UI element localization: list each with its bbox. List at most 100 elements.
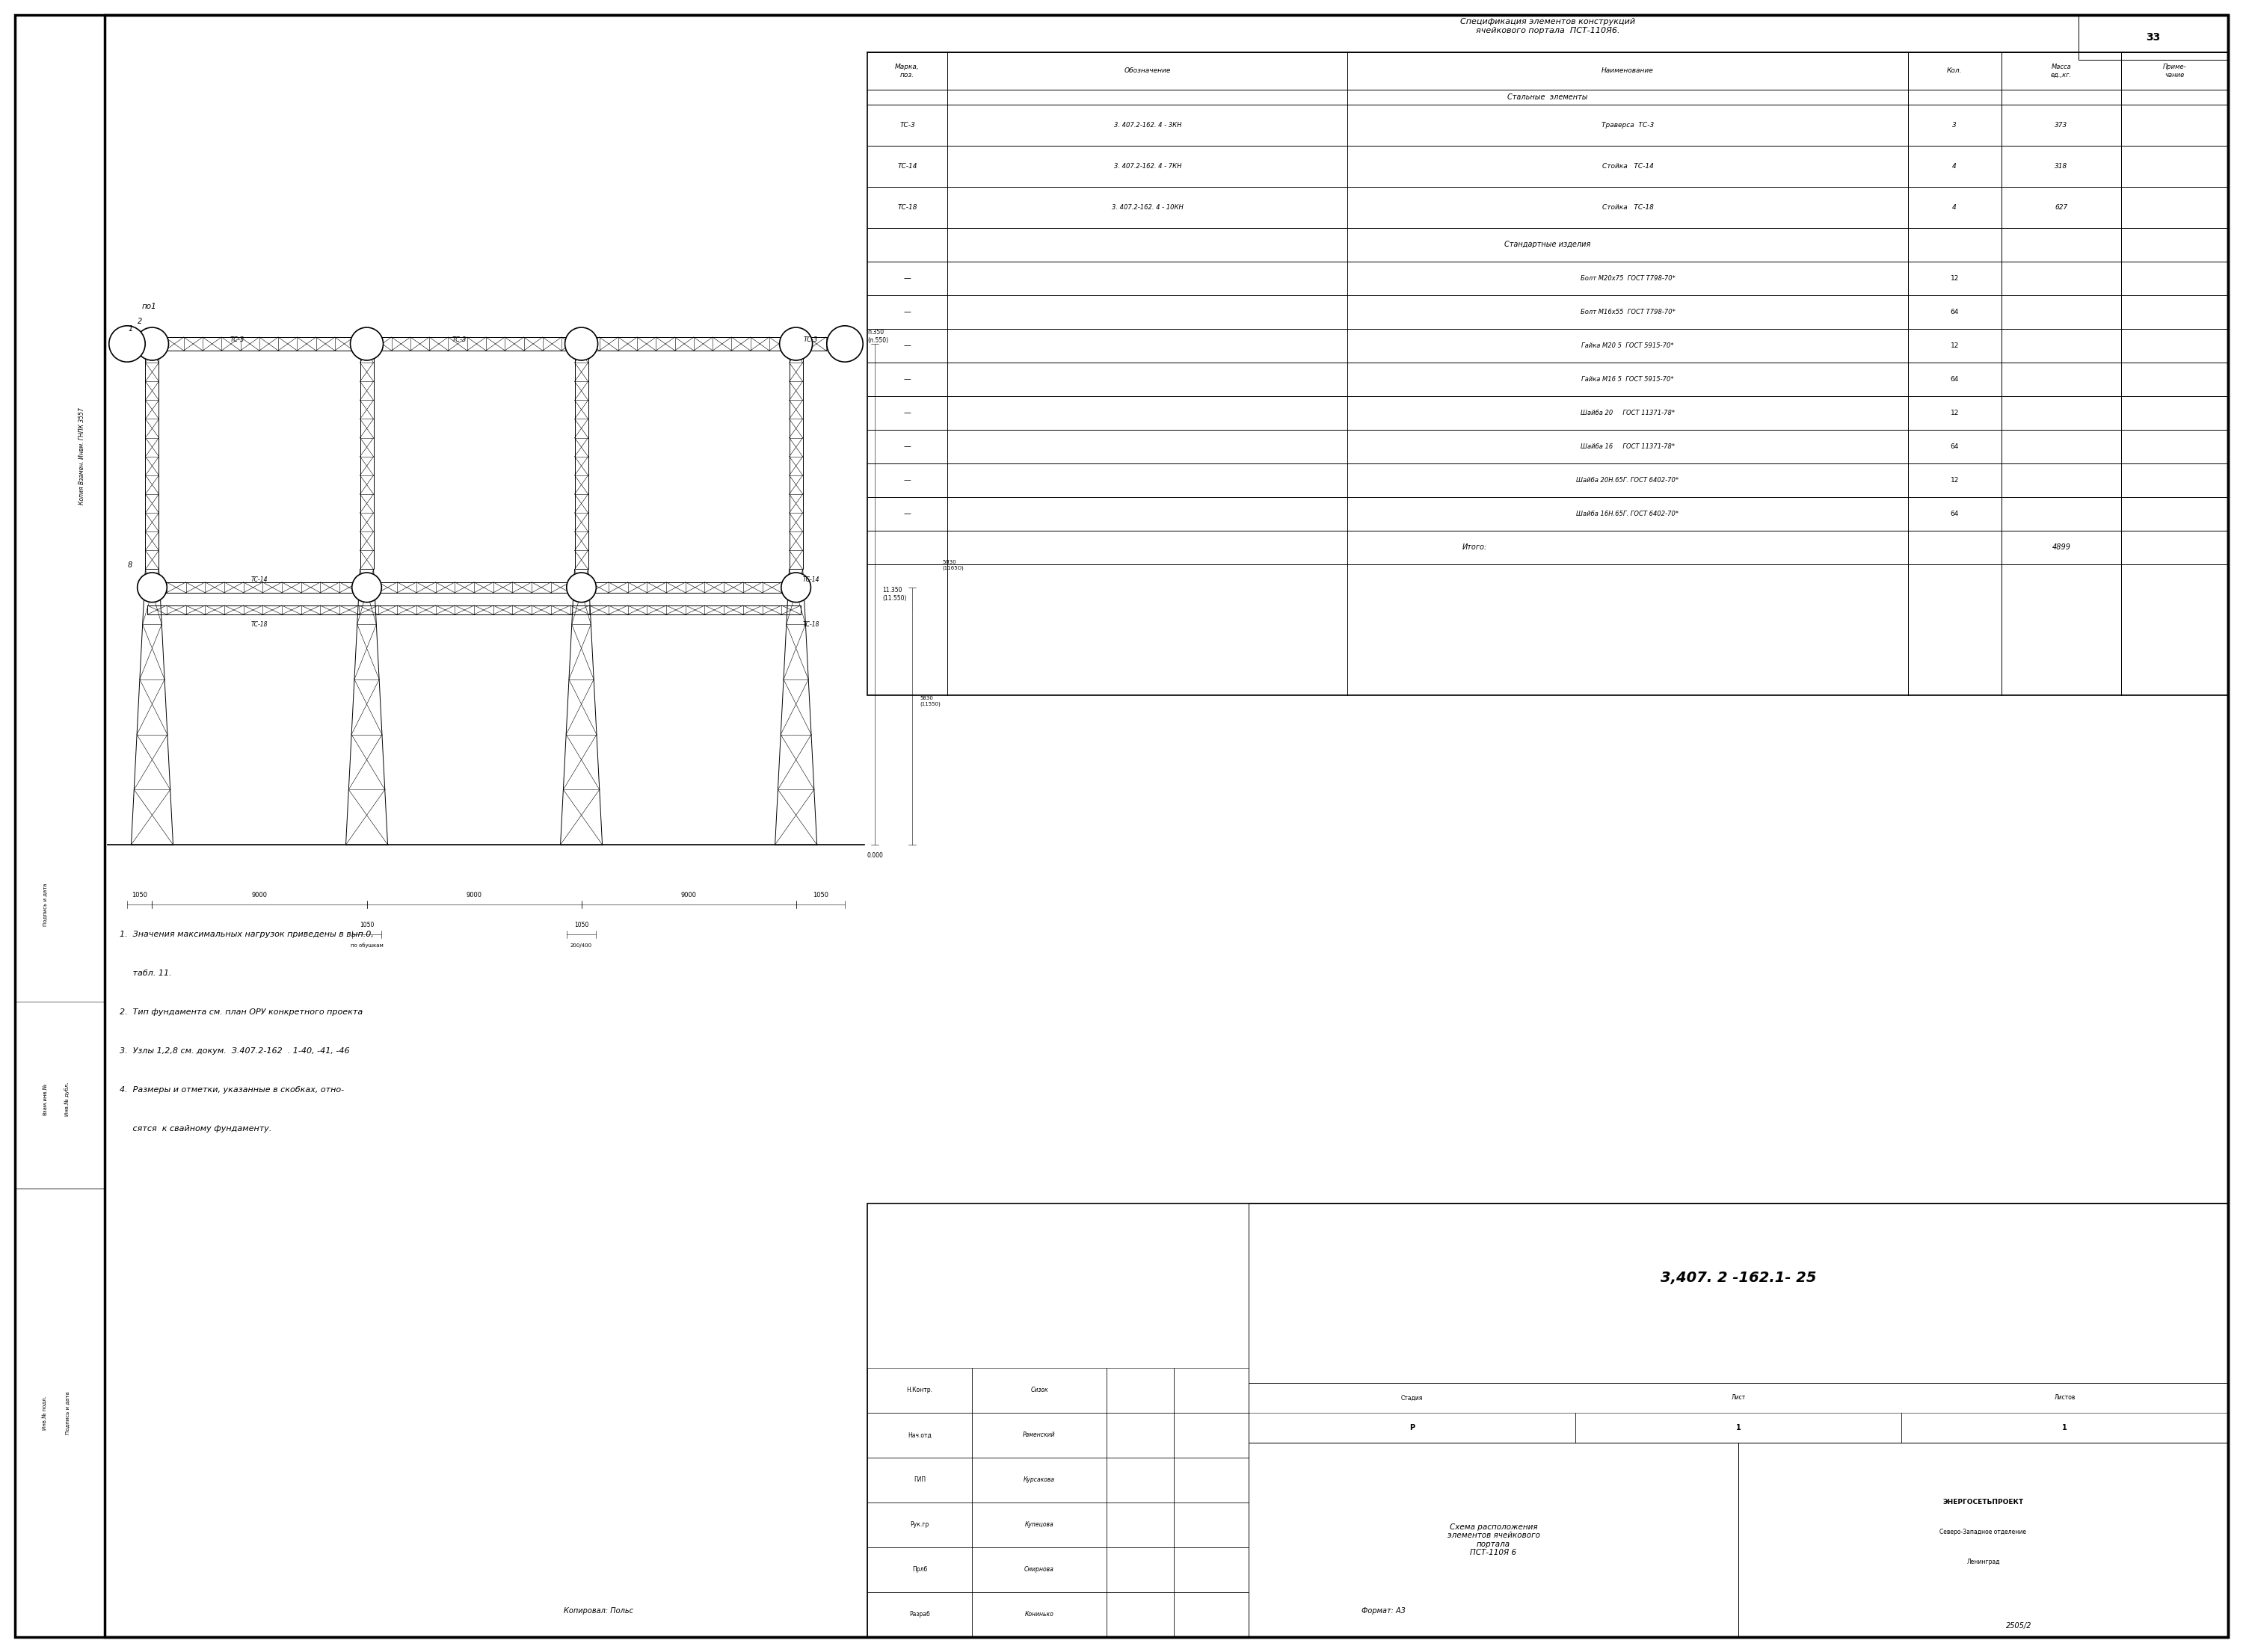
Text: 11.350
(11.550): 11.350 (11.550) — [881, 586, 906, 601]
Text: Болт М16х55  ГОСТ Т798-70*: Болт М16х55 ГОСТ Т798-70* — [1581, 309, 1676, 316]
Text: Кол.: Кол. — [1947, 68, 1963, 74]
Circle shape — [352, 573, 381, 603]
Bar — [868, 1593, 971, 1637]
Text: 9000: 9000 — [682, 892, 698, 899]
Bar — [971, 1548, 1106, 1593]
Text: Болт М20х75  ГОСТ Т798-70*: Болт М20х75 ГОСТ Т798-70* — [1581, 276, 1676, 282]
Circle shape — [110, 325, 146, 362]
Text: 2: 2 — [137, 317, 141, 325]
Text: ТС-14: ТС-14 — [803, 577, 819, 583]
Text: Шайба 20Н.65Г. ГОСТ 6402-70*: Шайба 20Н.65Г. ГОСТ 6402-70* — [1577, 477, 1680, 484]
Text: Шайба 16Н.65Г. ГОСТ 6402-70*: Шайба 16Н.65Г. ГОСТ 6402-70* — [1577, 510, 1680, 517]
Text: Гайка М16 5  ГОСТ 5915-70*: Гайка М16 5 ГОСТ 5915-70* — [1581, 377, 1673, 383]
Text: Прлб: Прлб — [913, 1566, 926, 1573]
Text: 318: 318 — [2055, 164, 2068, 170]
Text: Стойка   ТС-14: Стойка ТС-14 — [1602, 164, 1653, 170]
Text: Северо-Западное отделение: Северо-Западное отделение — [1940, 1530, 2028, 1536]
Text: Шайба 16     ГОСТ 11371-78*: Шайба 16 ГОСТ 11371-78* — [1581, 443, 1676, 449]
Text: 1.  Значения максимальных нагрузок приведены в вып.0,: 1. Значения максимальных нагрузок привед… — [119, 930, 375, 938]
Bar — [868, 1204, 2227, 1637]
Text: Н.Контр.: Н.Контр. — [906, 1388, 933, 1394]
Text: 64: 64 — [1951, 510, 1958, 517]
Text: ТС-18: ТС-18 — [803, 621, 819, 628]
Text: 9000: 9000 — [467, 892, 482, 899]
Bar — [971, 1593, 1106, 1637]
Text: Раменский: Раменский — [1023, 1432, 1056, 1439]
Text: Подпись и дата: Подпись и дата — [43, 882, 47, 927]
Text: Смирнова: Смирнова — [1025, 1566, 1054, 1573]
Text: ТС-3: ТС-3 — [899, 122, 915, 129]
Text: Наименование: Наименование — [1602, 68, 1653, 74]
Text: 5830
(11550): 5830 (11550) — [920, 695, 940, 705]
Bar — [868, 1503, 971, 1548]
Text: 1050: 1050 — [132, 892, 148, 899]
Text: Масса
ед.,кг.: Масса ед.,кг. — [2050, 64, 2073, 78]
Text: ГИП: ГИП — [913, 1477, 926, 1483]
Bar — [1173, 1412, 1249, 1457]
Bar — [1249, 1204, 2227, 1383]
Text: Стальные  элементы: Стальные элементы — [1507, 94, 1588, 101]
Text: 64: 64 — [1951, 309, 1958, 316]
Text: Приме-
чание: Приме- чание — [2162, 64, 2187, 78]
Text: табл. 11.: табл. 11. — [119, 970, 173, 976]
Bar — [1106, 1593, 1173, 1637]
Text: —: — — [904, 342, 911, 350]
Bar — [971, 1457, 1106, 1503]
Text: —: — — [904, 410, 911, 416]
Text: 2.  Тип фундамента см. план ОРУ конкретного проекта: 2. Тип фундамента см. план ОРУ конкретно… — [119, 1008, 363, 1016]
Text: 1050: 1050 — [574, 922, 588, 928]
Text: ЭНЕРГОСЕТЬПРОЕКТ: ЭНЕРГОСЕТЬПРОЕКТ — [1942, 1498, 2023, 1507]
Text: 64: 64 — [1951, 443, 1958, 449]
Text: по обушкам: по обушкам — [350, 943, 384, 948]
Bar — [1738, 1442, 2227, 1637]
Bar — [1173, 1368, 1249, 1412]
Text: —: — — [904, 510, 911, 517]
Text: Обозначение: Обозначение — [1124, 68, 1171, 74]
Text: 0.000: 0.000 — [868, 852, 884, 859]
Bar — [868, 1457, 971, 1503]
Text: 3: 3 — [1951, 122, 1956, 129]
Text: 1: 1 — [2061, 1424, 2068, 1432]
Text: 33: 33 — [2147, 31, 2160, 43]
Bar — [148, 582, 801, 593]
Text: ТС-3: ТС-3 — [451, 337, 467, 344]
Bar — [1173, 1593, 1249, 1637]
Bar — [1173, 1503, 1249, 1548]
Text: —: — — [904, 476, 911, 484]
Bar — [2079, 15, 2227, 59]
Text: Марка,
поз.: Марка, поз. — [895, 64, 920, 78]
Circle shape — [565, 327, 599, 360]
Text: —: — — [904, 375, 911, 383]
Text: Взам.инв.№: Взам.инв.№ — [43, 1082, 47, 1115]
Text: ТС-3: ТС-3 — [229, 337, 244, 344]
Bar — [1173, 1457, 1249, 1503]
Text: п.350
(п.550): п.350 (п.550) — [868, 329, 888, 344]
Bar — [1575, 1412, 1902, 1442]
Bar — [1106, 1412, 1173, 1457]
Circle shape — [781, 573, 810, 603]
Bar — [971, 1368, 1106, 1412]
Text: Инв.№ дубл.: Инв.№ дубл. — [65, 1082, 70, 1115]
Text: Лист: Лист — [1732, 1394, 1745, 1401]
Text: 373: 373 — [2055, 122, 2068, 129]
Text: 1: 1 — [1736, 1424, 1741, 1432]
Bar — [361, 344, 375, 570]
Text: 4: 4 — [1951, 205, 1956, 211]
Text: пo1: пo1 — [141, 302, 157, 311]
Text: ТС-14: ТС-14 — [897, 164, 917, 170]
Bar — [16, 1188, 105, 1637]
Text: 1050: 1050 — [812, 892, 828, 899]
Bar — [1249, 1383, 2227, 1442]
Bar — [574, 344, 588, 570]
Text: ТС-14: ТС-14 — [251, 577, 267, 583]
Text: Стойка   ТС-18: Стойка ТС-18 — [1602, 205, 1653, 211]
Text: 12: 12 — [1951, 276, 1958, 282]
Text: Копировал: Польс: Копировал: Польс — [563, 1607, 633, 1614]
Text: —: — — [904, 443, 911, 451]
Bar — [1106, 1503, 1173, 1548]
Text: 5Л30
(1165О): 5Л30 (1165О) — [942, 560, 964, 570]
Bar — [16, 1001, 105, 1188]
Text: 3.  Узлы 1,2,8 см. докум.  З.407.2-162  . 1-40, -41, -46: 3. Узлы 1,2,8 см. докум. З.407.2-162 . 1… — [119, 1047, 350, 1054]
Text: Сизок: Сизок — [1030, 1388, 1047, 1394]
Text: Формат: А3: Формат: А3 — [1362, 1607, 1404, 1614]
